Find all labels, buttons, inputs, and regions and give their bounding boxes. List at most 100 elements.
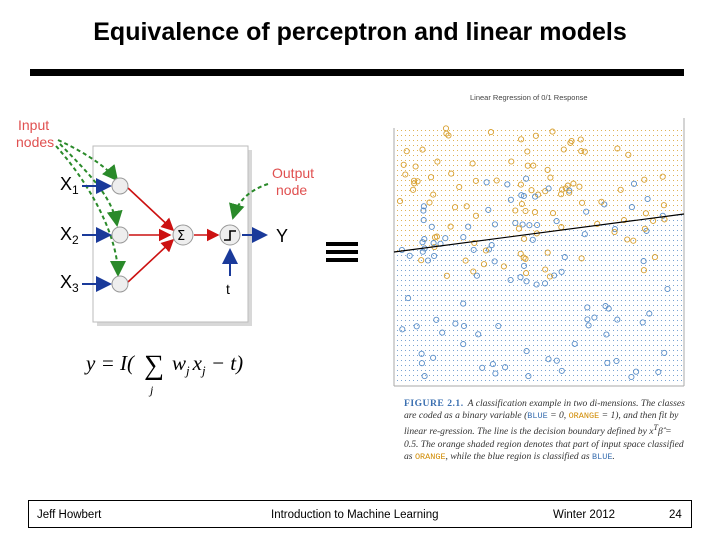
blue-point — [488, 242, 495, 249]
orange-point — [443, 272, 450, 279]
output-label-line1: Output — [272, 165, 314, 181]
blue-point — [520, 192, 527, 200]
orange-point — [578, 148, 585, 155]
blue-point — [633, 368, 640, 375]
blue-point — [492, 370, 499, 377]
orange-point — [535, 191, 542, 198]
blue-point — [398, 246, 405, 254]
blue-point — [571, 340, 578, 347]
scatter-title: Linear Regression of 0/1 Response — [470, 93, 588, 102]
blue-point — [639, 319, 646, 326]
orange-point — [512, 207, 519, 214]
blue-point — [628, 373, 635, 381]
svg-text:j: j — [148, 383, 154, 397]
orange-point — [518, 200, 525, 208]
orange-point — [400, 161, 407, 168]
blue-point — [558, 367, 565, 374]
orange-point — [576, 183, 583, 190]
data-points — [396, 125, 671, 381]
blue-point — [545, 356, 552, 363]
orange-point — [577, 136, 584, 143]
orange-point — [410, 177, 418, 184]
blue-point — [507, 276, 514, 284]
orange-point — [617, 186, 624, 193]
orange-point — [471, 239, 478, 247]
orange-point — [469, 160, 476, 167]
orange-point — [515, 225, 522, 232]
orange-point — [522, 207, 529, 215]
blue-point — [479, 364, 486, 371]
blue-point — [534, 221, 541, 229]
orange-point — [528, 187, 535, 194]
orange-point — [412, 163, 419, 170]
orange-point — [442, 125, 450, 132]
title-underline — [30, 69, 684, 76]
orange-point — [542, 266, 549, 273]
blue-point — [460, 341, 467, 348]
blue-point — [604, 359, 611, 366]
threshold-label: t — [226, 281, 230, 297]
blue-point — [406, 252, 413, 259]
blue-point — [433, 316, 440, 323]
blue-point — [585, 322, 592, 329]
blue-point — [418, 350, 425, 357]
output-y-label: Y — [276, 226, 288, 246]
orange-point — [482, 247, 489, 254]
blue-point — [452, 320, 459, 327]
orange-point — [487, 129, 494, 136]
orange-point — [434, 158, 441, 165]
blue-point — [655, 368, 662, 376]
footer-page: 24 — [669, 509, 682, 521]
input-node-2 — [111, 226, 129, 244]
blue-point — [523, 175, 530, 182]
orange-point — [567, 139, 574, 146]
blue-point — [489, 361, 496, 368]
blue-point — [399, 326, 406, 333]
orange-point — [419, 146, 426, 153]
sum-node — [172, 224, 194, 246]
blue-point — [413, 323, 420, 330]
blue-point — [553, 218, 560, 225]
blue-point — [465, 223, 472, 230]
blue-point — [473, 272, 480, 279]
blue-point — [512, 219, 519, 227]
orange-point — [402, 171, 409, 178]
input-node-1 — [111, 177, 129, 195]
orange-point — [472, 212, 480, 219]
orange-point — [549, 128, 556, 135]
blue-point — [518, 192, 525, 199]
input-label-line2: nodes — [16, 134, 54, 150]
orange-point — [566, 189, 573, 196]
orange-point — [642, 210, 649, 217]
blue-point — [581, 231, 588, 238]
orange-point — [517, 250, 524, 257]
blue-point — [646, 310, 653, 317]
orange-point — [508, 158, 515, 165]
blue-point — [420, 217, 427, 224]
blue-point — [520, 262, 528, 269]
blue-point — [659, 212, 666, 219]
footer-author: Jeff Howbert — [37, 509, 102, 521]
blue-point — [644, 195, 651, 203]
orange-point — [660, 202, 667, 209]
orange-point — [558, 191, 565, 198]
orange-point — [598, 198, 605, 205]
x3-label: X3 — [60, 272, 79, 295]
orange-point — [531, 209, 538, 216]
blue-point — [428, 223, 435, 230]
orange-point — [620, 217, 628, 224]
blue-point — [583, 208, 590, 215]
blue-point — [460, 234, 467, 241]
blue-point — [664, 285, 671, 293]
orange-point — [410, 186, 417, 193]
blue-point — [591, 314, 598, 321]
blue-point — [421, 373, 428, 380]
blue-point — [628, 204, 635, 211]
blue-point — [431, 252, 438, 260]
blue-point — [420, 203, 427, 210]
orange-point — [418, 257, 425, 264]
blue-point — [485, 246, 493, 253]
blue-point — [495, 322, 502, 330]
blue-point — [525, 373, 532, 380]
orange-point — [426, 199, 433, 206]
